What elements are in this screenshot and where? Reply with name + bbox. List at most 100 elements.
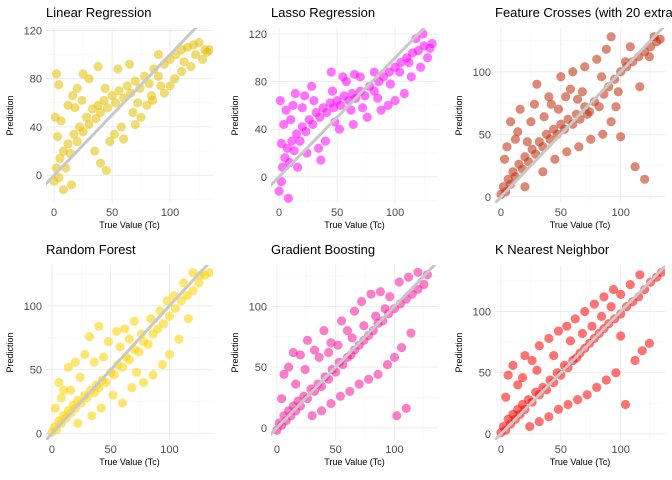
data-point [54,80,64,90]
data-point [604,82,614,92]
data-point [107,90,117,101]
data-point [69,129,79,139]
data-point [592,382,602,392]
data-point [373,93,383,103]
y-tick-label: 100 [473,67,491,79]
data-point [124,334,135,344]
data-point [186,62,196,72]
x-tick-label: 0 [49,444,55,456]
data-point [194,37,204,48]
identity-line [271,265,437,437]
data-point [401,403,411,414]
data-point [291,379,301,389]
data-point [290,88,300,99]
data-point [406,72,416,82]
data-point [131,367,142,377]
data-point [159,88,169,98]
data-point [573,94,583,104]
identity-line [271,28,427,188]
data-point [570,314,580,324]
data-point [288,100,298,110]
data-point [580,306,590,317]
y-tick-label: 0 [261,172,267,184]
data-point [129,316,139,326]
data-point [197,54,208,64]
data-point [385,291,395,302]
data-point [275,96,285,106]
data-point [510,134,520,144]
data-point [66,180,77,190]
x-tick-label: 0 [276,207,282,219]
panel-title: Gradient Boosting [271,242,375,257]
data-point [276,138,287,149]
data-point [613,87,623,97]
y-tick-label: 80 [30,74,42,86]
data-point [194,278,204,288]
data-point [276,176,287,187]
x-tick-label: 50 [106,207,118,219]
data-point [327,86,338,96]
data-point [553,326,564,336]
data-point [347,333,357,343]
x-axis-label: True Value (Tc) [550,457,611,467]
y-axis-label: Prediction [454,95,464,135]
data-point [334,124,345,134]
y-tick-label: 0 [36,429,42,441]
data-point [582,390,592,400]
data-point [52,132,63,142]
x-axis-label: True Value (Tc) [324,457,385,467]
data-point [80,349,90,360]
data-point [335,100,346,110]
data-point [89,357,99,367]
data-point [130,76,140,86]
data-point [124,59,135,69]
data-point [316,155,326,165]
y-tick-label: 120 [249,29,267,41]
data-point [568,67,578,77]
data-point [117,398,128,408]
data-point [369,67,379,77]
data-point [54,173,64,183]
data-point [616,309,626,319]
data-point [313,143,324,153]
data-point [544,92,554,102]
data-point [295,136,305,146]
panel-title: Lasso Regression [271,5,375,20]
x-tick-label: 50 [555,207,567,219]
data-point [105,136,115,147]
data-point [308,119,318,130]
data-point [133,98,143,108]
data-point [513,380,523,390]
data-point [561,92,571,102]
data-point [75,372,85,383]
data-point [183,314,193,324]
y-tick-label: 50 [479,368,491,380]
data-point [84,74,94,84]
data-point [276,394,287,404]
data-point [553,104,564,114]
data-point [96,403,106,413]
data-point [333,340,343,350]
data-point [146,314,156,324]
data-point [513,127,523,137]
data-point [170,74,180,84]
y-tick-label: 40 [255,124,267,136]
data-point [525,421,535,432]
data-point [302,335,313,345]
data-point [556,72,566,82]
data-point [362,112,372,122]
data-point [58,185,68,195]
data-point [625,279,635,290]
data-point [596,311,607,321]
x-tick-label: 100 [612,444,630,456]
data-point [396,343,407,353]
panel-title: Random Forest [46,242,136,257]
data-point [101,377,111,388]
data-point [122,81,132,91]
x-tick-label: 0 [51,207,57,219]
data-point [144,78,154,89]
data-point [126,88,136,98]
data-point [307,411,317,421]
data-point [385,79,396,89]
x-axis-label: True Value (Tc) [99,220,160,230]
